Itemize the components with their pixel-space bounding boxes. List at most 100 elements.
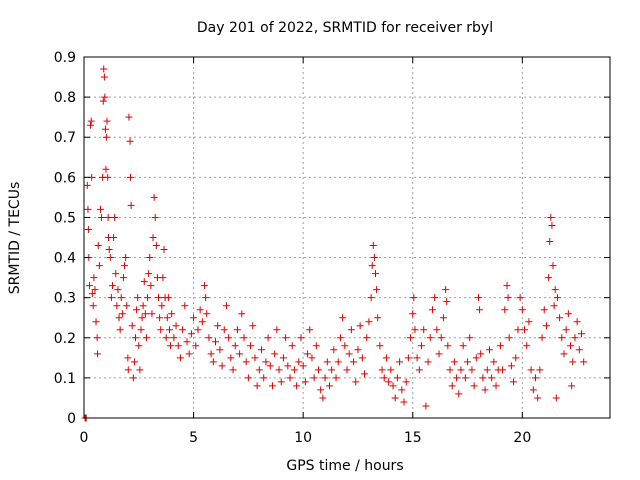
data-point bbox=[496, 342, 504, 350]
data-point bbox=[242, 358, 250, 366]
data-point bbox=[251, 354, 259, 362]
data-point bbox=[315, 366, 323, 374]
data-point bbox=[88, 290, 96, 298]
data-point bbox=[229, 366, 237, 374]
data-point bbox=[369, 242, 377, 250]
data-point bbox=[146, 254, 154, 262]
data-point bbox=[162, 334, 170, 342]
data-point bbox=[485, 346, 493, 354]
data-point bbox=[150, 193, 158, 201]
data-point bbox=[247, 342, 255, 350]
data-point bbox=[207, 350, 215, 358]
data-point bbox=[136, 366, 144, 374]
data-point bbox=[122, 254, 130, 262]
data-point bbox=[128, 322, 136, 330]
data-point bbox=[503, 282, 511, 290]
data-point bbox=[203, 310, 211, 318]
data-point bbox=[106, 254, 114, 262]
data-point bbox=[580, 358, 588, 366]
grid-lines bbox=[84, 57, 610, 418]
data-point bbox=[552, 394, 560, 402]
data-point bbox=[288, 342, 296, 350]
y-tick-label: 0.7 bbox=[54, 130, 76, 146]
data-point bbox=[98, 213, 106, 221]
data-point bbox=[492, 382, 500, 390]
data-point bbox=[545, 274, 553, 282]
data-point bbox=[464, 358, 472, 366]
data-point bbox=[141, 310, 149, 318]
y-tick-label: 0.6 bbox=[54, 170, 76, 186]
data-point bbox=[130, 358, 138, 366]
data-point bbox=[461, 374, 469, 382]
data-point bbox=[105, 246, 113, 254]
data-point bbox=[431, 294, 439, 302]
data-point bbox=[548, 221, 556, 229]
data-point bbox=[490, 358, 498, 366]
data-point bbox=[542, 322, 550, 330]
data-point bbox=[290, 366, 298, 374]
data-point bbox=[479, 374, 487, 382]
data-point bbox=[319, 394, 327, 402]
data-point bbox=[132, 334, 140, 342]
data-point bbox=[446, 366, 454, 374]
data-point bbox=[455, 390, 463, 398]
data-point bbox=[361, 370, 369, 378]
data-point bbox=[481, 386, 489, 394]
data-point bbox=[167, 342, 175, 350]
data-point bbox=[104, 213, 112, 221]
data-point bbox=[218, 362, 226, 370]
data-point bbox=[328, 366, 336, 374]
data-point bbox=[411, 326, 419, 334]
data-point bbox=[308, 354, 316, 362]
data-point bbox=[304, 350, 312, 358]
data-point bbox=[240, 334, 248, 342]
data-point bbox=[378, 366, 386, 374]
data-point bbox=[347, 326, 355, 334]
data-point bbox=[160, 246, 168, 254]
data-point bbox=[123, 302, 131, 310]
data-point bbox=[187, 330, 195, 338]
data-point bbox=[534, 394, 542, 402]
y-tick-label: 0 bbox=[67, 411, 76, 427]
data-point bbox=[114, 286, 122, 294]
data-point bbox=[312, 342, 320, 350]
data-point bbox=[373, 286, 381, 294]
data-point bbox=[138, 314, 146, 322]
data-point bbox=[209, 358, 217, 366]
data-point bbox=[393, 374, 401, 382]
data-point bbox=[536, 366, 544, 374]
data-point bbox=[556, 314, 564, 322]
data-point bbox=[139, 302, 147, 310]
data-point bbox=[87, 121, 95, 129]
data-point bbox=[442, 286, 450, 294]
data-point bbox=[370, 254, 378, 262]
data-point bbox=[137, 326, 145, 334]
data-point bbox=[476, 306, 484, 314]
data-point bbox=[185, 350, 193, 358]
data-point bbox=[531, 374, 539, 382]
data-point bbox=[402, 378, 410, 386]
data-point bbox=[284, 362, 292, 370]
data-point bbox=[192, 342, 200, 350]
data-point bbox=[264, 334, 272, 342]
data-point bbox=[125, 113, 133, 121]
data-point bbox=[95, 262, 103, 270]
data-point bbox=[129, 374, 137, 382]
data-point bbox=[521, 326, 529, 334]
data-point bbox=[149, 234, 157, 241]
data-point bbox=[575, 346, 583, 354]
data-point bbox=[205, 334, 213, 342]
data-point bbox=[118, 310, 126, 318]
data-point bbox=[202, 294, 210, 302]
data-point bbox=[558, 334, 566, 342]
data-point bbox=[435, 350, 443, 358]
data-point bbox=[550, 302, 558, 310]
data-point bbox=[571, 334, 579, 342]
data-point bbox=[529, 386, 537, 394]
data-point bbox=[172, 322, 180, 330]
data-point bbox=[295, 358, 303, 366]
data-point bbox=[501, 306, 509, 314]
data-point bbox=[238, 310, 246, 318]
